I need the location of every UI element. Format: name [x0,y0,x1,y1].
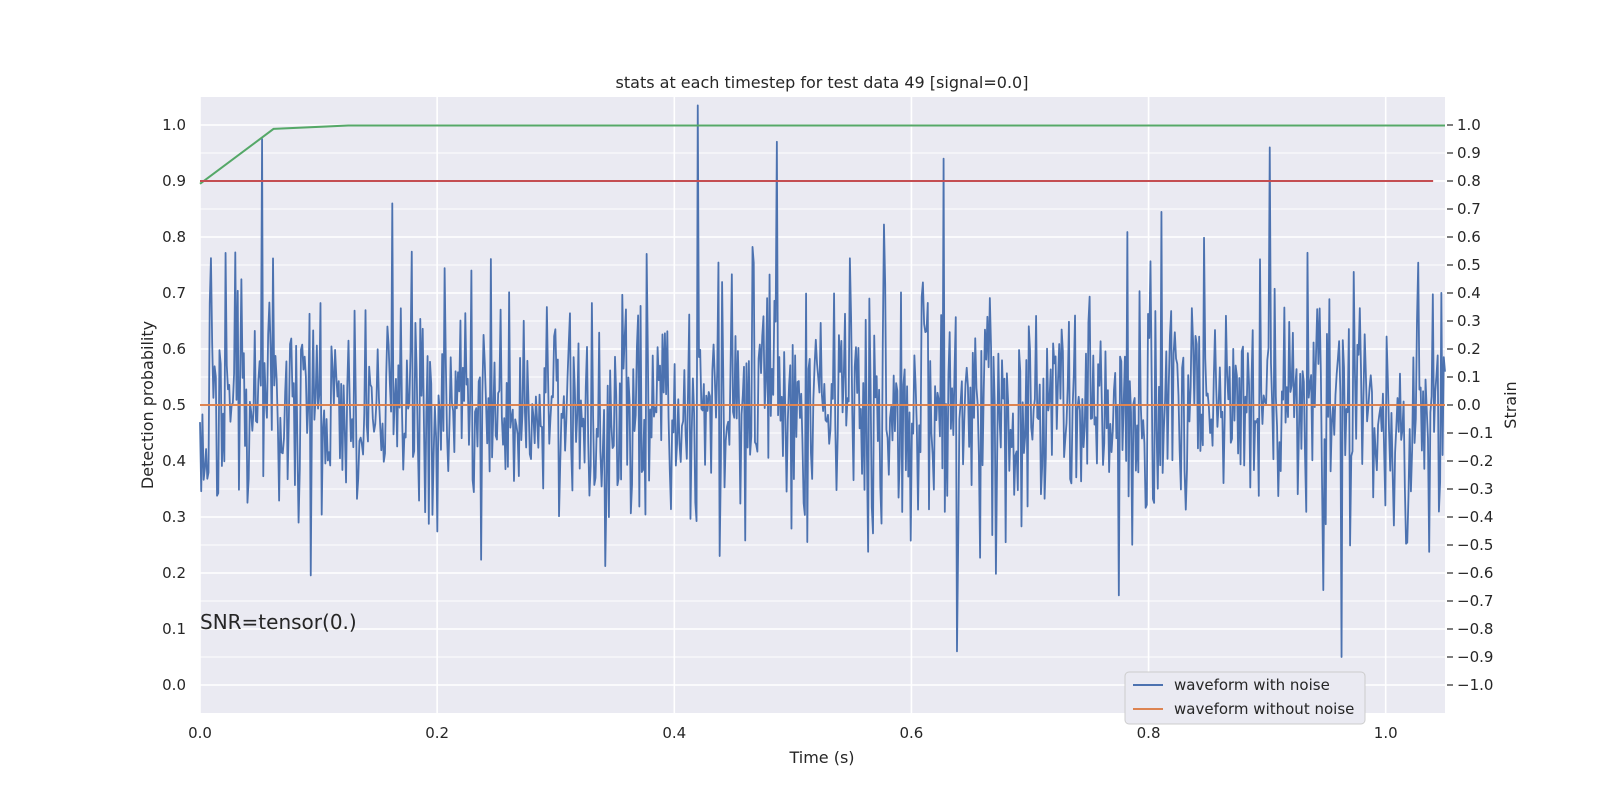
y-tick-label-left: 0.6 [162,340,186,358]
legend-label-clean: waveform without noise [1174,700,1354,718]
x-tick-label: 0.2 [425,724,449,742]
y-tick-label-left: 0.5 [162,396,186,414]
x-axis-ticks: 0.0 0.2 0.4 0.6 0.8 1.0 [188,724,1398,742]
y-tick-label-right: 0.5 [1457,256,1481,274]
y-tick-label-right: −0.1 [1457,424,1493,442]
series-waveform-with-noise [199,104,1446,658]
legend-label-noisy: waveform with noise [1174,676,1330,694]
series-layer [199,104,1446,658]
y-tick-label-left: 0.9 [162,172,186,190]
y-tick-label-left: 0.7 [162,284,186,302]
y-tick-label-right: −0.7 [1457,592,1493,610]
right-axis-label: Strain [1501,381,1520,428]
y-tick-label-right: −0.6 [1457,564,1493,582]
y-tick-label-left: 0.2 [162,564,186,582]
y-tick-label-right: 0.8 [1457,172,1481,190]
y-tick-label-right: 0.9 [1457,144,1481,162]
y-tick-label-right: −0.9 [1457,648,1493,666]
y-tick-label-left: 0.4 [162,452,186,470]
y-tick-label-left: 0.0 [162,676,186,694]
chart-title: stats at each timestep for test data 49 … [616,73,1029,92]
y-tick-label-right: −0.2 [1457,452,1493,470]
y-tick-label-right: 0.7 [1457,200,1481,218]
x-axis-label: Time (s) [788,748,854,767]
x-tick-label: 0.6 [899,724,923,742]
left-axis-label: Detection probability [138,321,157,489]
y-tick-label-right: 0.6 [1457,228,1481,246]
x-tick-label: 0.4 [662,724,686,742]
y-tick-label-left: 0.1 [162,620,186,638]
y-tick-label-left: 0.3 [162,508,186,526]
y-tick-label-left: 0.8 [162,228,186,246]
series-detection-probability [199,124,1445,185]
y-tick-label-right: 0.2 [1457,340,1481,358]
y-tick-label-right: 1.0 [1457,116,1481,134]
left-axis-ticks: 0.0 0.1 0.2 0.3 0.4 0.5 0.6 0.7 0.8 0.9 1.0 [162,116,186,694]
x-tick-label: 0.8 [1137,724,1161,742]
y-tick-label-right: −1.0 [1457,676,1493,694]
y-tick-label-right: 0.1 [1457,368,1481,386]
y-tick-label-right: 0.4 [1457,284,1481,302]
y-tick-label-right: 0.0 [1457,396,1481,414]
y-tick-label-right: −0.3 [1457,480,1493,498]
x-tick-label: 0.0 [188,724,212,742]
y-tick-label-right: −0.5 [1457,536,1493,554]
right-axis-ticks: −1.0 −0.9 −0.8 −0.7 −0.6 −0.5 −0.4 −0.3 −0.2 −0.1… [1447,116,1493,694]
legend-box [1124,671,1366,725]
y-tick-label-left: 1.0 [162,116,186,134]
snr-annotation: SNR=tensor(0.) [200,610,357,634]
y-tick-label-right: −0.8 [1457,620,1493,638]
y-tick-label-right: 0.3 [1457,312,1481,330]
y-tick-label-right: −0.4 [1457,508,1493,526]
legend: waveform with noise waveform without noi… [1124,671,1366,725]
x-tick-label: 1.0 [1374,724,1398,742]
